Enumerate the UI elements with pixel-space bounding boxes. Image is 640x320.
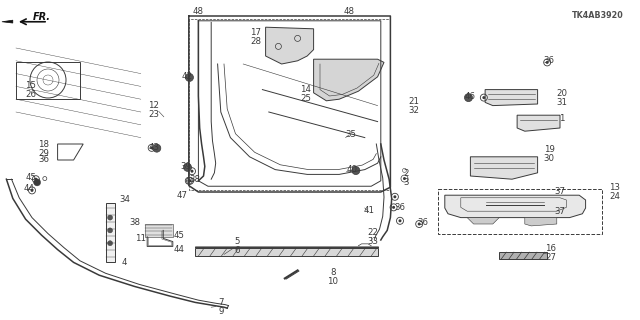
Circle shape [186,73,193,81]
Text: 48: 48 [343,7,355,16]
Text: 39: 39 [180,162,191,171]
Text: 8
10: 8 10 [327,268,339,286]
Text: 45: 45 [173,231,185,240]
Polygon shape [195,248,378,256]
Text: 37: 37 [554,188,566,196]
Text: 46: 46 [465,92,476,101]
Text: 36: 36 [543,56,555,65]
Circle shape [394,195,396,198]
Circle shape [189,179,191,182]
Circle shape [108,228,113,233]
Circle shape [403,177,406,180]
Circle shape [108,215,113,220]
Text: 20
31: 20 31 [556,89,568,107]
Circle shape [35,178,37,181]
Text: 34: 34 [119,196,131,204]
Circle shape [418,222,420,226]
Circle shape [31,189,33,192]
Text: 35: 35 [345,130,356,139]
Polygon shape [106,203,115,262]
Polygon shape [517,115,560,131]
Text: 19
30: 19 30 [543,145,555,163]
Circle shape [399,219,401,222]
Circle shape [546,61,548,64]
Text: 36: 36 [394,203,406,212]
Polygon shape [467,218,499,224]
Text: 11: 11 [135,234,147,243]
Polygon shape [445,195,586,218]
Text: 36: 36 [38,156,49,164]
Text: 1: 1 [559,114,564,123]
Text: 13
24: 13 24 [609,183,620,201]
Circle shape [34,179,40,186]
Circle shape [108,241,113,246]
Circle shape [153,144,161,152]
Text: 45: 45 [25,173,36,182]
Circle shape [465,93,472,101]
Text: 17
28: 17 28 [250,28,262,46]
Text: 4: 4 [122,258,127,267]
Circle shape [150,146,153,149]
Text: 44: 44 [23,184,35,193]
Text: 42: 42 [181,72,193,81]
Text: 44: 44 [173,245,185,254]
Text: 38: 38 [189,175,201,184]
Text: 40: 40 [346,165,358,174]
Text: TK4AB3920: TK4AB3920 [572,11,624,20]
Polygon shape [145,224,173,237]
Text: 12
23: 12 23 [148,101,159,119]
Text: 15
26: 15 26 [25,81,36,99]
Polygon shape [266,27,314,64]
Circle shape [392,206,395,209]
Text: 38: 38 [129,218,140,227]
Text: 36: 36 [417,218,428,227]
Polygon shape [499,252,547,259]
Text: 43: 43 [148,143,159,152]
Text: 16
27: 16 27 [545,244,556,262]
Text: 48: 48 [193,7,204,16]
Text: 22
33: 22 33 [367,228,379,246]
Circle shape [188,179,190,182]
Circle shape [184,163,191,172]
Text: 41: 41 [364,206,375,215]
Text: 47: 47 [177,191,188,200]
Text: 7
9: 7 9 [218,298,223,316]
Polygon shape [485,90,538,106]
Polygon shape [314,59,384,101]
Polygon shape [470,157,538,179]
Text: 14
25: 14 25 [300,85,312,103]
Circle shape [352,166,360,175]
Text: 2
3: 2 3 [404,169,409,187]
Polygon shape [2,20,13,23]
Text: 37: 37 [554,207,566,216]
Text: 21
32: 21 32 [408,97,420,115]
Text: 18
29: 18 29 [38,140,49,158]
Polygon shape [525,218,557,226]
Circle shape [483,96,485,99]
Text: FR.: FR. [33,12,51,22]
Text: 5
6: 5 6 [234,237,239,255]
Circle shape [191,170,193,173]
